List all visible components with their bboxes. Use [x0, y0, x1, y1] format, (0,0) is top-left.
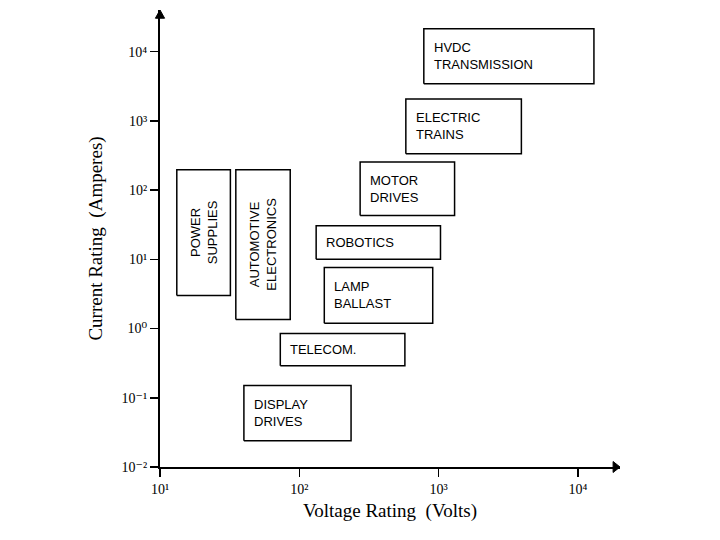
svg-text:ELECTRICTRAINS: ELECTRICTRAINS	[416, 110, 480, 142]
svg-text:DISPLAYDRIVES: DISPLAYDRIVES	[254, 397, 308, 429]
svg-text:10⁴: 10⁴	[128, 45, 147, 60]
svg-text:10³: 10³	[129, 114, 147, 129]
svg-text:LAMPBALLAST: LAMPBALLAST	[334, 279, 391, 311]
svg-text:10¹: 10¹	[129, 252, 147, 267]
svg-text:HVDCTRANSMISSION: HVDCTRANSMISSION	[434, 40, 533, 72]
svg-text:TELECOM.: TELECOM.	[290, 342, 356, 357]
svg-text:10²: 10²	[129, 183, 147, 198]
svg-text:10²: 10²	[290, 482, 308, 497]
svg-text:10⁻²: 10⁻²	[122, 460, 148, 475]
svg-text:10³: 10³	[430, 482, 448, 497]
svg-text:10⁴: 10⁴	[569, 482, 588, 497]
svg-text:ROBOTICS: ROBOTICS	[326, 235, 394, 250]
svg-text:Voltage Rating (Volts): Voltage Rating (Volts)	[303, 500, 477, 522]
svg-text:MOTORDRIVES: MOTORDRIVES	[370, 173, 419, 205]
svg-text:10¹: 10¹	[151, 482, 169, 497]
svg-text:POWERSUPPLIES: POWERSUPPLIES	[188, 200, 220, 264]
svg-text:AUTOMOTIVEELECTRONICS: AUTOMOTIVEELECTRONICS	[247, 198, 279, 291]
svg-text:10⁰: 10⁰	[128, 321, 148, 336]
svg-text:Current Rating (Amperes): Current Rating (Amperes)	[85, 136, 107, 340]
svg-text:10⁻¹: 10⁻¹	[122, 391, 148, 406]
